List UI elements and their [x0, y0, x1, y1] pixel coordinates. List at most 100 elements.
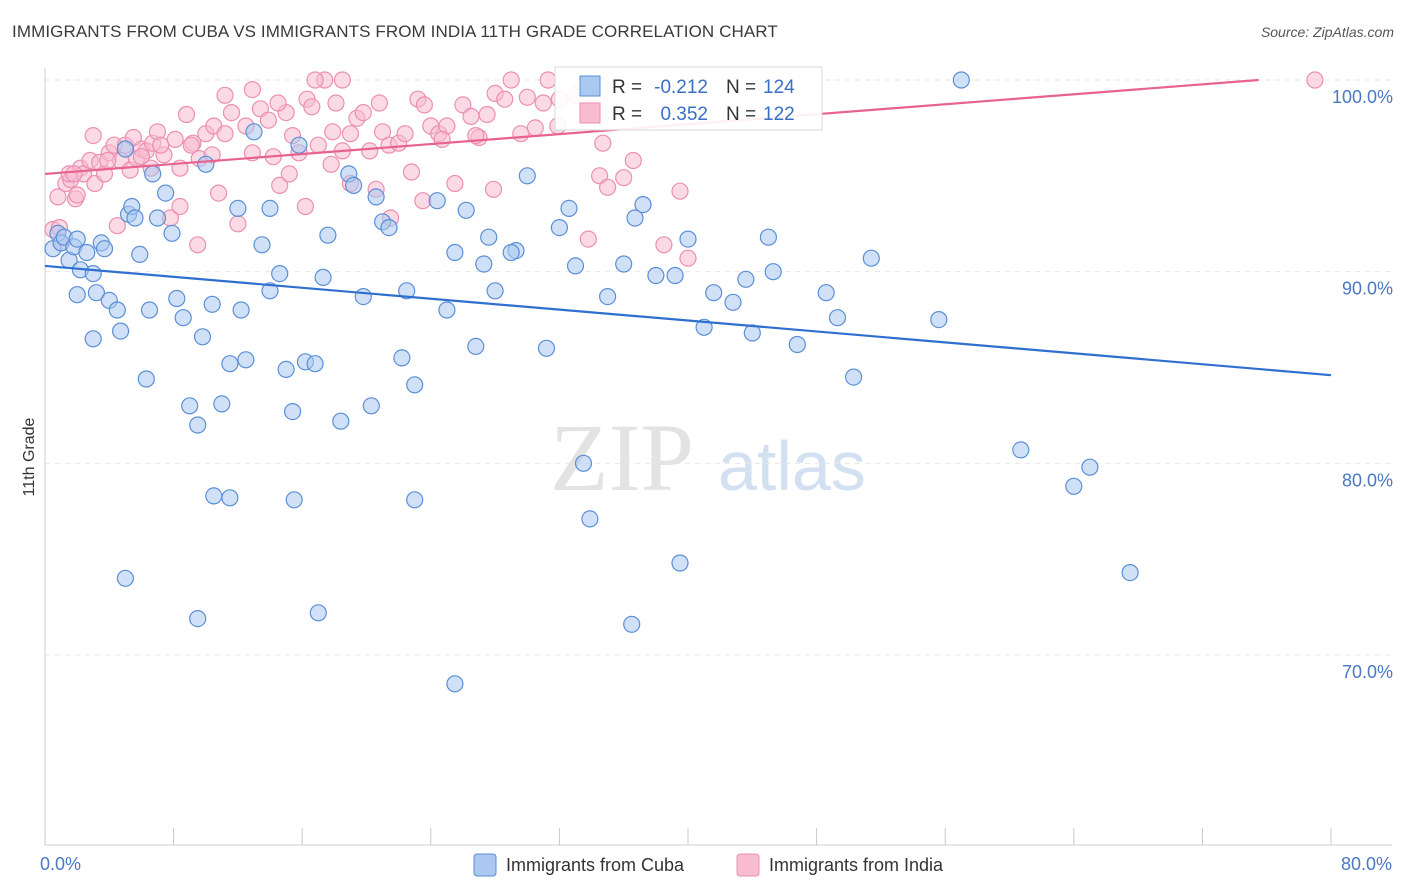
- cuba-point-91: [862, 249, 880, 267]
- india-point-31: [210, 184, 228, 202]
- y-tick-label-1: 80.0%: [1342, 470, 1393, 490]
- cuba-point-76: [615, 255, 633, 273]
- india-point-119: [99, 151, 117, 170]
- cuba-point-49: [332, 412, 350, 430]
- gridlines: [45, 79, 1392, 656]
- cuba-point-110: [502, 243, 520, 262]
- stats-swatch-india: [579, 102, 601, 124]
- cuba-point-111: [566, 257, 585, 275]
- cuba-point-37: [237, 351, 255, 369]
- cuba-point-25: [163, 224, 181, 242]
- cuba-point-87: [788, 335, 806, 354]
- india-point-101: [579, 230, 597, 248]
- cuba-point-48: [319, 226, 337, 244]
- cuba-point-21: [137, 370, 155, 388]
- cuba-point-23: [148, 209, 167, 227]
- stats-r-label-cuba: R =: [612, 77, 642, 98]
- india-point-116: [624, 151, 642, 170]
- y-tick-label-2: 90.0%: [1342, 279, 1393, 299]
- cuba-point-43: [284, 403, 302, 421]
- cuba-point-93: [1012, 441, 1030, 459]
- cuba-point-35: [229, 199, 247, 217]
- cuba-point-77: [626, 209, 644, 227]
- cuba-point-8: [78, 243, 96, 262]
- cuba-point-20: [131, 245, 149, 263]
- cuba-point-34: [221, 355, 239, 373]
- watermark-zip: ZIP: [550, 404, 694, 511]
- india-point-110: [370, 94, 388, 112]
- cuba-point-9: [84, 265, 102, 283]
- cuba-point-108: [140, 301, 159, 319]
- cuba-point-15: [111, 322, 130, 340]
- cuba-point-78: [634, 196, 652, 214]
- india-point-100: [598, 178, 617, 196]
- cuba-point-70: [537, 339, 556, 357]
- india-point-89: [132, 148, 150, 166]
- india-point-68: [462, 107, 480, 126]
- india-point-33: [222, 103, 241, 122]
- india-point-106: [243, 80, 261, 99]
- cuba-point-109: [261, 282, 279, 300]
- india-point-51: [341, 125, 359, 143]
- india-point-84: [502, 71, 520, 89]
- india-point-112: [484, 180, 503, 198]
- india-point-54: [361, 142, 379, 160]
- cuba-point-95: [1081, 458, 1099, 476]
- cuba-point-96: [1121, 563, 1139, 582]
- y-tick-label-3: 100.0%: [1332, 87, 1393, 107]
- cuba-point-29: [189, 416, 207, 434]
- axes: [44, 68, 1392, 846]
- chart-title: IMMIGRANTS FROM CUBA VS IMMIGRANTS FROM …: [12, 22, 778, 41]
- cuba-point-6: [68, 230, 86, 248]
- y-tick-labels: 70.0% 80.0% 90.0% 100.0%: [1332, 87, 1393, 682]
- cuba-point-38: [245, 123, 263, 141]
- india-point-85: [333, 71, 351, 89]
- cuba-point-67: [486, 282, 504, 300]
- cuba-point-30: [193, 328, 212, 346]
- india-point-81: [679, 249, 697, 267]
- cuba-point-60: [428, 192, 446, 210]
- legend: Immigrants from Cuba Immigrants from Ind…: [473, 853, 944, 877]
- india-point-72: [496, 90, 514, 108]
- india-point-40: [271, 176, 289, 194]
- cuba-point-66: [480, 228, 498, 246]
- x-tick-label-min: 0.0%: [40, 854, 81, 874]
- cuba-point-73: [574, 454, 593, 472]
- india-point-82: [1306, 71, 1324, 89]
- india-point-60: [402, 163, 421, 181]
- legend-label-cuba: Immigrants from Cuba: [506, 855, 685, 875]
- stats-n-label-india: N =: [726, 104, 756, 125]
- stats-n-label-cuba: N =: [726, 77, 756, 98]
- india-point-90: [152, 136, 170, 154]
- india-point-96: [414, 192, 432, 210]
- india-point-109: [324, 123, 342, 141]
- cuba-point-64: [467, 337, 485, 355]
- india-point-78: [615, 169, 633, 187]
- cuba-point-53: [362, 397, 380, 415]
- cuba-point-92: [930, 311, 948, 329]
- cuba-point-31: [197, 155, 215, 173]
- india-point-59: [396, 125, 414, 143]
- cuba-point-32: [203, 295, 221, 313]
- cuba-point-79: [647, 266, 665, 285]
- cuba-point-71: [550, 219, 569, 237]
- india-point-107: [269, 94, 287, 112]
- cuba-point-56: [380, 219, 398, 237]
- cuba-point-105: [205, 487, 223, 505]
- cuba-point-41: [271, 265, 289, 283]
- india-point-92: [84, 127, 102, 145]
- india-point-111: [433, 130, 451, 148]
- source-credit: Source: ZipAtlas.com: [1260, 24, 1394, 40]
- cuba-point-54: [367, 188, 385, 206]
- cuba-point-63: [457, 201, 475, 219]
- stats-swatch-cuba: [579, 75, 601, 97]
- cuba-point-103: [406, 491, 424, 509]
- legend-label-india: Immigrants from India: [769, 855, 944, 875]
- cuba-point-42: [277, 360, 295, 378]
- india-point-115: [594, 134, 612, 152]
- cuba-point-26: [168, 289, 186, 308]
- cuba-point-94: [1065, 477, 1083, 495]
- cuba-point-80: [666, 266, 684, 285]
- cuba-point-99: [309, 604, 327, 622]
- cuba-point-72: [560, 199, 578, 217]
